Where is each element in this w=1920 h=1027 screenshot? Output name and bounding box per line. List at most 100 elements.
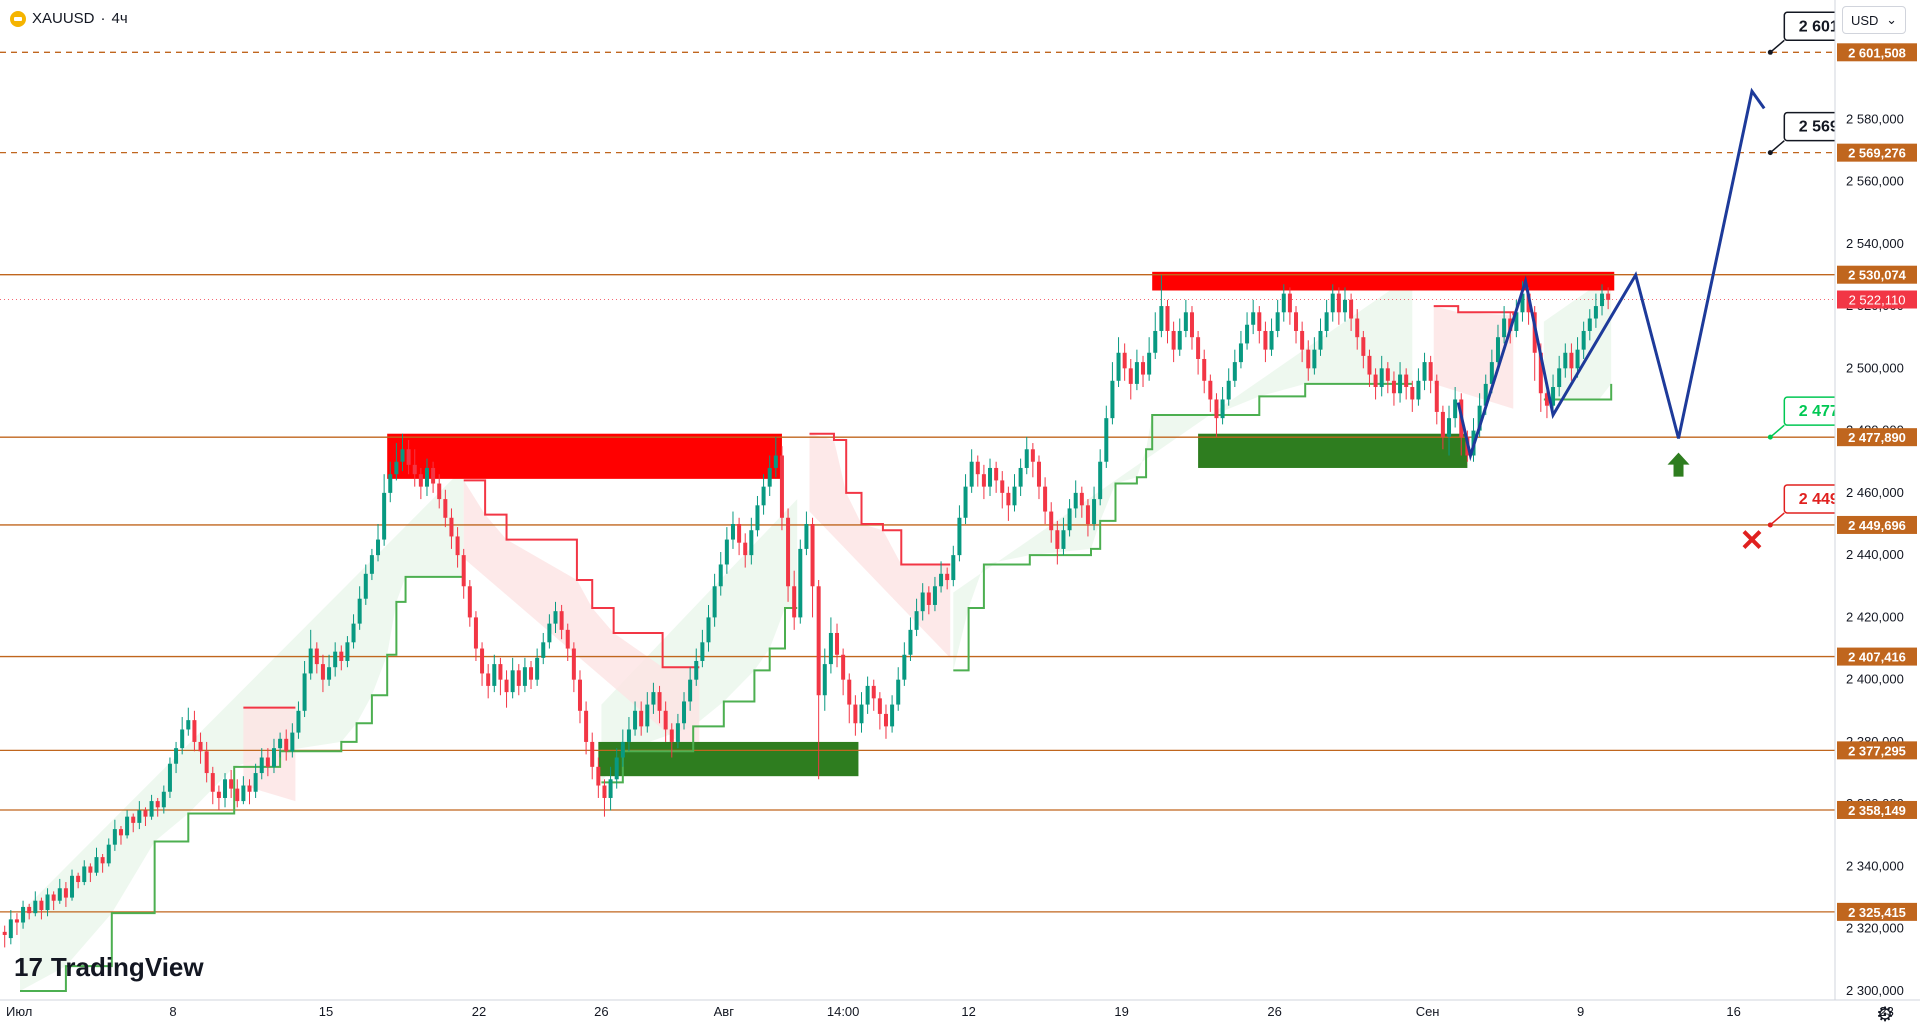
candle <box>412 449 417 487</box>
candle <box>1000 471 1005 509</box>
candle <box>1416 368 1421 406</box>
candle <box>1324 299 1329 338</box>
candle <box>1495 324 1500 369</box>
candle <box>1085 499 1090 537</box>
candle <box>700 629 705 668</box>
candle <box>516 664 521 696</box>
candle <box>455 527 460 568</box>
candle <box>626 717 631 752</box>
candle <box>559 604 564 640</box>
candle <box>547 614 552 649</box>
candle <box>1189 306 1194 350</box>
candle <box>1214 393 1219 437</box>
candle <box>161 785 166 814</box>
callout-anchor <box>1767 434 1773 440</box>
candle <box>730 511 735 549</box>
candle <box>988 458 993 496</box>
candle <box>743 533 748 568</box>
current-price-tag <box>1837 290 1917 309</box>
x-tick-label: 12 <box>961 1004 975 1019</box>
red-trend-fill <box>809 433 951 658</box>
candle <box>400 433 405 472</box>
candle <box>1232 349 1237 388</box>
candle <box>920 583 925 621</box>
candle <box>480 642 485 686</box>
candle <box>235 779 240 808</box>
candle <box>186 707 191 736</box>
candle <box>1428 355 1433 394</box>
candle <box>1373 368 1378 400</box>
candle <box>1238 330 1243 369</box>
symbol-name[interactable]: XAUUSD <box>32 10 95 27</box>
candle <box>773 436 778 478</box>
callout-pointer <box>1769 39 1785 53</box>
x-tick-label: 23 <box>1879 1004 1893 1019</box>
candle <box>155 797 160 817</box>
interval-label[interactable]: 4ч <box>111 10 128 27</box>
candle <box>614 748 619 789</box>
candle <box>761 474 766 515</box>
candle <box>1257 306 1262 344</box>
currency-select[interactable]: USD ⌄ <box>1842 6 1906 34</box>
candle <box>1281 284 1286 322</box>
level-axis-label: 2 530,074 <box>1848 268 1907 283</box>
stop-cross-icon <box>1742 530 1762 549</box>
candle <box>1049 502 1054 543</box>
candle <box>755 495 760 537</box>
candle <box>63 882 68 907</box>
red-trend-line <box>243 305 1515 709</box>
candle <box>1030 443 1035 478</box>
candle <box>1569 343 1574 381</box>
candle <box>1079 486 1084 518</box>
candle <box>1024 436 1029 475</box>
candle <box>70 869 75 901</box>
candle <box>2 925 7 948</box>
candle <box>174 741 179 774</box>
candle <box>394 443 399 481</box>
candle <box>45 888 50 917</box>
level-axis-tag <box>1837 265 1917 284</box>
tradingview-glyph-icon: 17 <box>14 952 43 982</box>
candle <box>492 654 497 693</box>
candle <box>871 679 876 711</box>
candle <box>229 769 234 798</box>
candle <box>296 701 301 739</box>
callout-anchor <box>1767 49 1773 55</box>
callout-box <box>1783 484 1835 514</box>
candle <box>216 785 221 811</box>
candle <box>1128 358 1133 400</box>
candle <box>1391 371 1396 406</box>
candle <box>682 692 687 730</box>
candle <box>786 508 791 602</box>
candle <box>406 439 411 475</box>
candle <box>223 773 228 808</box>
candle <box>39 897 44 920</box>
candle <box>143 807 148 826</box>
callout-anchor <box>1767 150 1773 156</box>
candle <box>541 632 546 665</box>
gear-icon[interactable]: ⚙ <box>1876 1004 1894 1026</box>
candle <box>449 508 454 549</box>
candle <box>94 847 99 876</box>
candle <box>382 474 387 546</box>
candle <box>1208 374 1213 412</box>
y-tick-label: 2 560,000 <box>1846 174 1904 189</box>
candle <box>1147 337 1152 381</box>
chart-header: XAUUSD · 4ч <box>10 10 128 27</box>
candle <box>1006 486 1011 521</box>
candle <box>951 545 956 587</box>
candle <box>1312 337 1317 375</box>
x-tick-label: 26 <box>1267 1004 1281 1019</box>
candle <box>486 664 491 699</box>
candle <box>357 586 362 630</box>
candle <box>106 838 111 867</box>
candle <box>596 757 601 798</box>
candle <box>1036 455 1041 500</box>
candle <box>118 825 123 845</box>
candle <box>1398 362 1403 403</box>
candle <box>1300 321 1305 363</box>
candle <box>1153 312 1158 359</box>
candle <box>712 573 717 627</box>
level-axis-label: 2 569,276 <box>1848 146 1906 161</box>
